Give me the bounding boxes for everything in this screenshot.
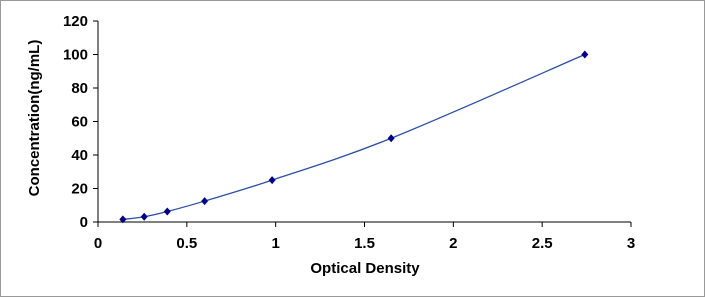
point [140,212,148,221]
y-tick-label: 120 [63,13,88,30]
y-tick-label: 20 [71,181,88,198]
point [268,176,276,185]
point [119,215,127,224]
point [163,207,171,216]
x-tick-label: 0.5 [176,235,197,252]
y-tick-label: 100 [63,47,88,64]
x-tick-label: 1 [271,235,279,252]
y-axis-label: Concentration(ng/mL) [26,40,43,197]
x-tick-label: 1.5 [354,235,375,252]
y-tick-label: 0 [80,214,88,231]
x-tick-label: 2 [449,235,457,252]
y-tick-label: 40 [71,147,88,164]
x-tick-label: 2.5 [532,235,553,252]
y-tick-label: 80 [71,80,88,97]
x-axis-label: Optical Density [310,260,420,277]
point [387,134,395,143]
y-tick-label: 60 [71,114,88,131]
point [201,197,209,206]
x-tick-label: 3 [627,235,635,252]
point [581,50,589,59]
x-tick-label: 0 [94,235,102,252]
